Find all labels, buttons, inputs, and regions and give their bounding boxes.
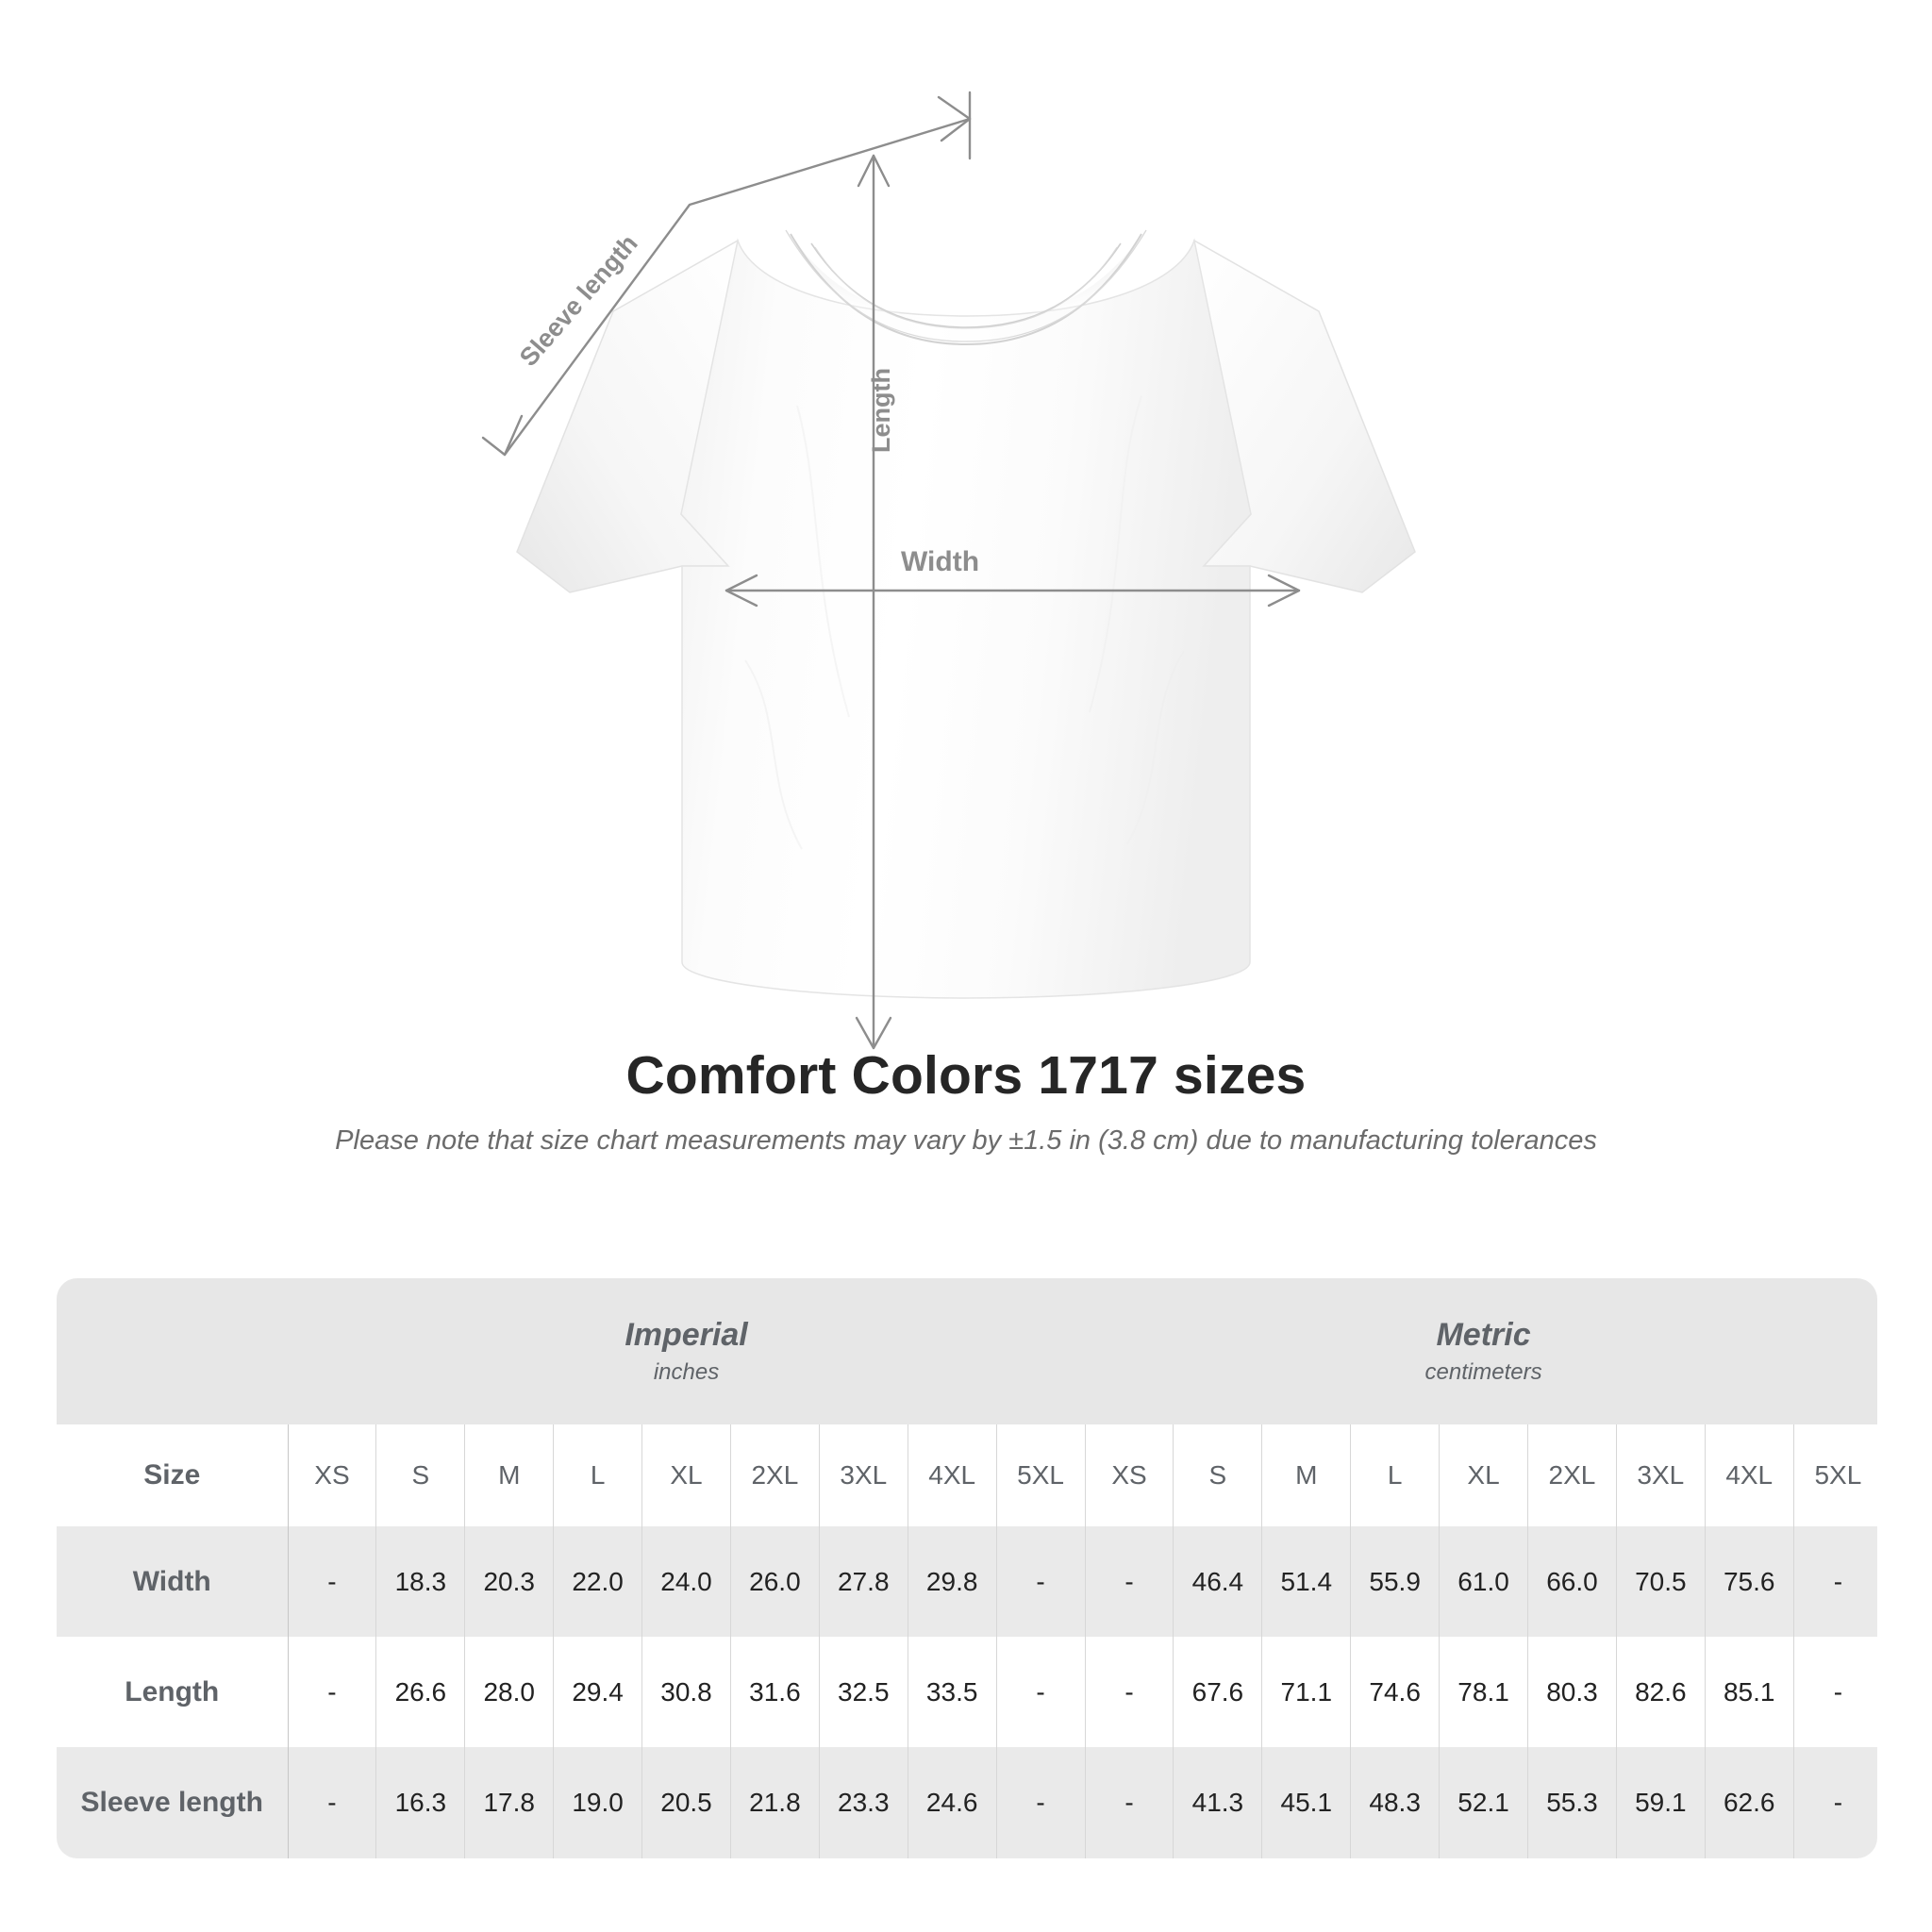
svg-text:Length: Length: [867, 368, 895, 453]
svg-text:Width: Width: [901, 546, 979, 577]
